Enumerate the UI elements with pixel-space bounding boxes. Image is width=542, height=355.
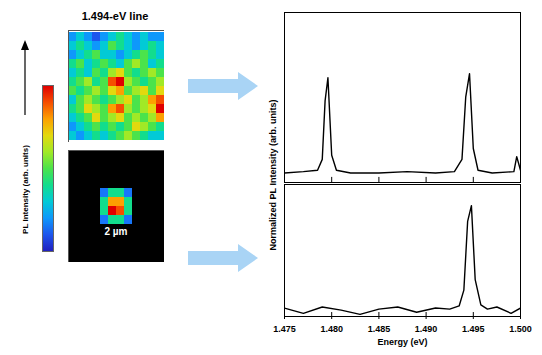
svg-text:1.490: 1.490 (415, 324, 438, 334)
html-text:1.494-eV line: 1.494-eV line (81, 10, 149, 22)
html-text:PL Intensity (arb. units): PL Intensity (arb. units) (20, 145, 30, 234)
svg-text:Energy (eV): Energy (eV) (377, 337, 427, 347)
svg-text:1.500: 1.500 (509, 324, 532, 334)
html-text:2 µm: 2 µm (104, 226, 128, 237)
svg-text:1.480: 1.480 (320, 324, 343, 334)
svg-text:1.485: 1.485 (368, 324, 391, 334)
html-text:Normalized PL Intensity (arb.: Normalized PL Intensity (arb. units) (268, 99, 278, 251)
svg-text:1.495: 1.495 (462, 324, 485, 334)
svg-text:1.475: 1.475 (273, 324, 296, 334)
